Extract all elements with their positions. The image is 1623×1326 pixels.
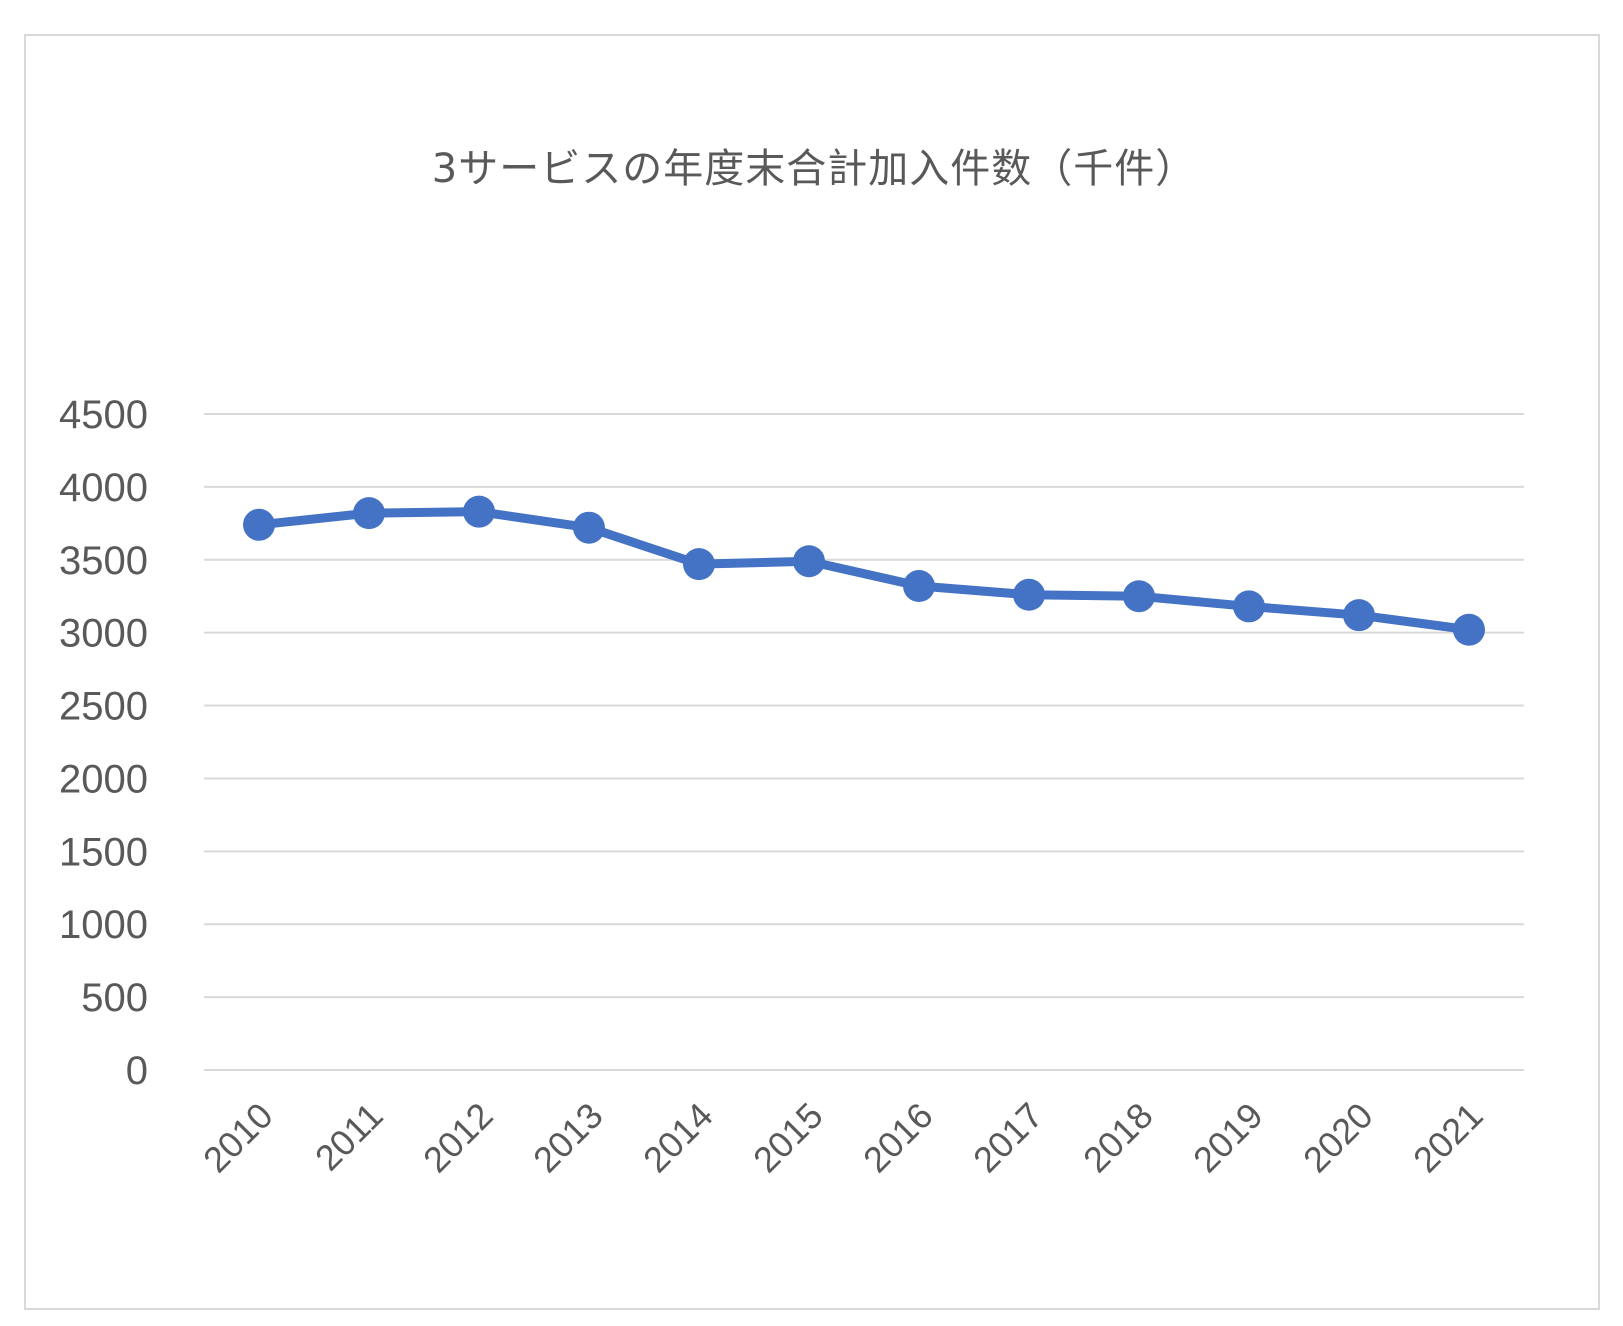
- series-line: [254, 507, 1474, 635]
- x-tick-label: 2019: [1185, 1095, 1271, 1181]
- data-point: [1233, 590, 1265, 623]
- x-tick-label: 2015: [745, 1095, 831, 1181]
- data-point: [683, 548, 715, 581]
- y-tick-label: 4500: [59, 393, 148, 437]
- x-tick-label: 2010: [195, 1095, 281, 1181]
- y-tick-label: 2500: [59, 685, 148, 729]
- y-tick-label: 4000: [59, 466, 148, 510]
- x-tick-label: 2014: [635, 1095, 721, 1181]
- data-point: [243, 508, 275, 541]
- y-tick-label: 2000: [59, 757, 148, 801]
- x-tick-label: 2013: [525, 1095, 611, 1181]
- x-tick-label: 2017: [965, 1095, 1051, 1181]
- x-tick-label: 2016: [855, 1095, 941, 1181]
- data-point: [1013, 578, 1045, 611]
- x-axis-tick-labels: 2010 2011 2012 2013 2014 2015 2016 2017 2018 2019…: [195, 1095, 1491, 1181]
- data-point: [1343, 599, 1375, 632]
- chart-title: 3サービスの年度末合計加入件数（千件）: [431, 146, 1197, 192]
- data-point: [463, 495, 495, 528]
- y-tick-label: 500: [81, 976, 148, 1020]
- y-tick-label: 1000: [59, 903, 148, 947]
- data-point: [1123, 580, 1155, 613]
- x-tick-label: 2012: [415, 1095, 501, 1181]
- gridlines: [204, 413, 1524, 1071]
- y-tick-label: 3500: [59, 539, 148, 583]
- data-point: [793, 545, 825, 578]
- y-tick-label: 0: [126, 1049, 148, 1093]
- x-tick-label: 2021: [1405, 1095, 1491, 1181]
- y-tick-label: 3000: [59, 612, 148, 656]
- data-point: [903, 570, 935, 603]
- y-axis-tick-labels: 0 500 1000 1500 2000 2500 3000 3500 4000 4500: [59, 393, 148, 1093]
- series-layer: [243, 495, 1485, 646]
- data-point: [353, 497, 385, 530]
- x-tick-label: 2020: [1295, 1095, 1381, 1181]
- data-point: [1453, 613, 1485, 646]
- data-point: [573, 511, 605, 544]
- y-tick-label: 1500: [59, 830, 148, 874]
- chart-frame: 3サービスの年度末合計加入件数（千件） 0 500 1000 1500 2000 2500…: [24, 34, 1600, 1310]
- x-tick-label: 2011: [307, 1095, 391, 1179]
- line-chart: 0 500 1000 1500 2000 2500 3000 3500 4000 4500 201…: [59, 393, 1524, 1181]
- x-tick-label: 2018: [1075, 1095, 1161, 1181]
